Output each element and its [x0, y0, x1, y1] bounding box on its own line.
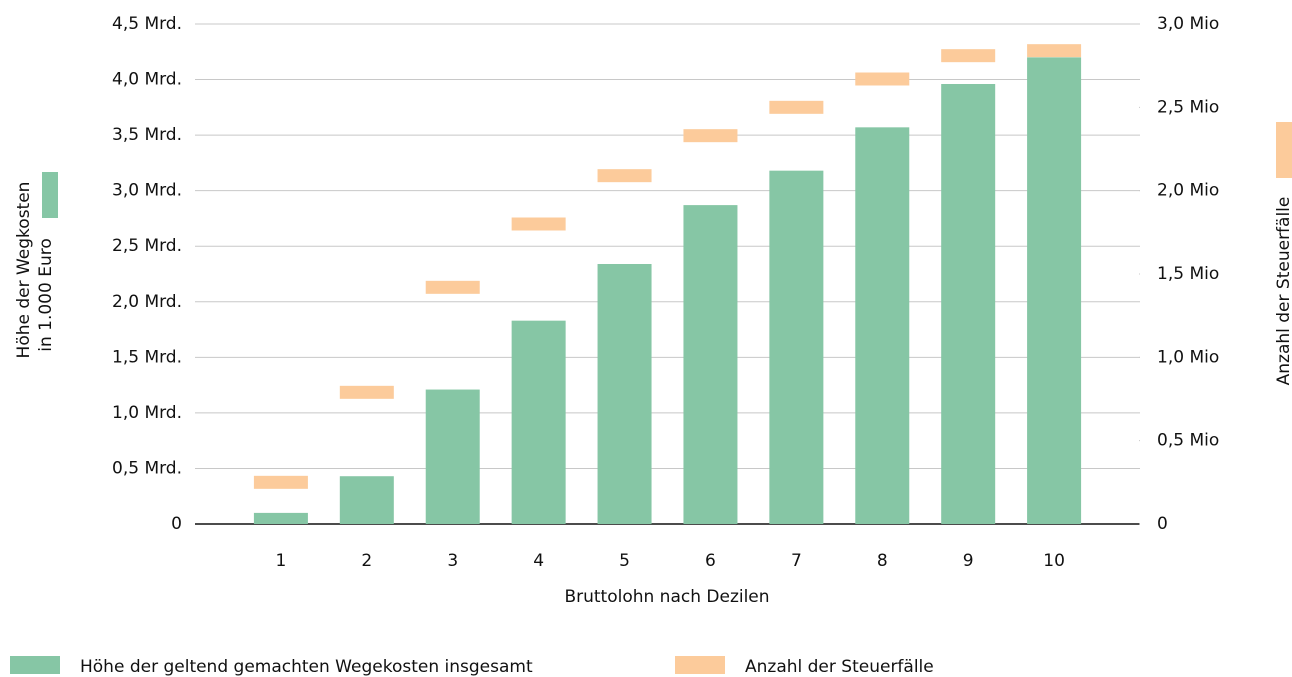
legend-swatch — [1276, 122, 1292, 178]
marker — [941, 49, 996, 63]
bar — [511, 320, 566, 524]
x-tick-label: 2 — [361, 551, 372, 571]
bar — [769, 170, 824, 524]
marker — [769, 100, 824, 114]
y2-tick-label: 0 — [1157, 514, 1168, 534]
marker — [683, 129, 738, 143]
y-axis-title: in 1.000 Euro — [36, 238, 56, 352]
y2-tick-label: 2,5 Mio — [1157, 97, 1219, 117]
y-axis-title: Höhe der Wegkosten — [14, 182, 34, 359]
y-tick-label: 0 — [171, 514, 182, 534]
legend-label: Anzahl der Steuerfälle — [745, 657, 934, 677]
marker — [253, 475, 308, 489]
marker — [855, 72, 910, 86]
marker — [339, 385, 394, 399]
x-tick-label: 10 — [1043, 551, 1065, 571]
legend-label: Höhe der geltend gemachten Wegekosten in… — [80, 657, 533, 677]
bar — [339, 476, 394, 524]
y-tick-label: 3,0 Mrd. — [112, 181, 182, 201]
marker — [425, 280, 480, 294]
x-tick-label: 8 — [877, 551, 888, 571]
x-tick-label: 7 — [791, 551, 802, 571]
x-tick-label: 1 — [275, 551, 286, 571]
y2-tick-label: 0,5 Mio — [1157, 431, 1219, 451]
marker — [597, 169, 652, 183]
legend-swatch — [42, 172, 58, 218]
y2-tick-label: 2,0 Mio — [1157, 181, 1219, 201]
x-tick-label: 4 — [533, 551, 544, 571]
x-tick-label: 3 — [447, 551, 458, 571]
marker — [1027, 44, 1082, 58]
y-tick-label: 2,0 Mrd. — [112, 292, 182, 312]
y-tick-label: 4,5 Mrd. — [112, 14, 182, 34]
marker — [511, 217, 566, 231]
y-tick-label: 0,5 Mrd. — [112, 458, 182, 478]
bar — [855, 127, 910, 524]
y2-tick-label: 1,0 Mio — [1157, 347, 1219, 367]
x-axis-title: Bruttolohn nach Dezilen — [564, 587, 769, 607]
y2-tick-label: 1,5 Mio — [1157, 264, 1219, 284]
y-tick-label: 2,5 Mrd. — [112, 236, 182, 256]
x-tick-label: 5 — [619, 551, 630, 571]
legend-swatch — [10, 656, 60, 674]
x-tick-label: 6 — [705, 551, 716, 571]
x-tick-label: 9 — [963, 551, 974, 571]
bar — [253, 512, 308, 524]
y-tick-label: 1,0 Mrd. — [112, 403, 182, 423]
y-tick-label: 4,0 Mrd. — [112, 70, 182, 90]
y2-axis-title: Anzahl der Steuerfälle — [1274, 197, 1292, 386]
legend-swatch — [675, 656, 725, 674]
y-tick-label: 1,5 Mrd. — [112, 347, 182, 367]
y2-tick-label: 3,0 Mio — [1157, 14, 1219, 34]
bar — [597, 264, 652, 524]
bar — [425, 389, 480, 524]
bar — [1027, 57, 1082, 524]
y-tick-label: 3,5 Mrd. — [112, 125, 182, 145]
bar — [683, 205, 738, 524]
bar — [941, 84, 996, 524]
